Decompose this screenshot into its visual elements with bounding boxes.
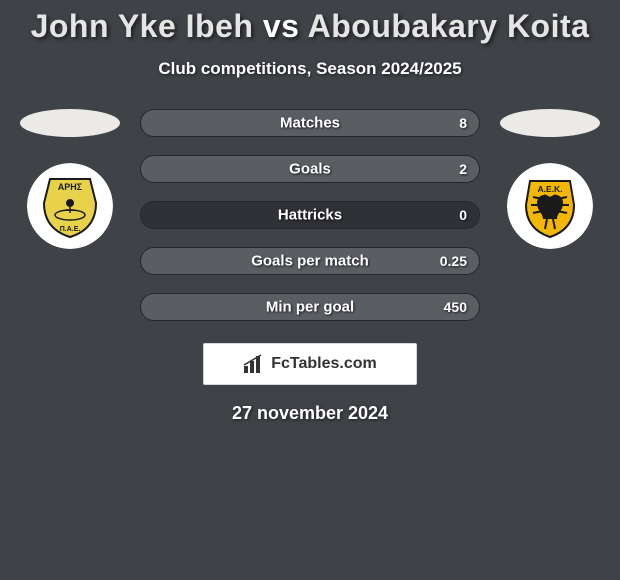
stat-val-right: 8 [459, 115, 467, 131]
stat-bar: Min per goal 450 [140, 293, 480, 321]
stat-label: Goals [289, 161, 331, 178]
brand-text: FcTables.com [271, 355, 377, 373]
title-player1: John Yke Ibeh [31, 8, 254, 44]
stat-val-right: 0.25 [440, 253, 467, 269]
svg-text:Π.Α.Ε.: Π.Α.Ε. [60, 226, 81, 233]
stat-label: Matches [280, 115, 340, 132]
stat-label: Hattricks [278, 207, 342, 224]
stat-val-right: 2 [459, 161, 467, 177]
aris-crest-icon: ΑΡΗΣ Π.Α.Ε. [27, 163, 113, 249]
stat-val-right: 450 [444, 299, 467, 315]
left-player-col: ΑΡΗΣ Π.Α.Ε. [20, 109, 120, 249]
title-vs: vs [263, 8, 300, 44]
stat-bar: Goals 2 [140, 155, 480, 183]
stats-column: Matches 8 Goals 2 Hattricks 0 Goals per match 0… [140, 109, 480, 321]
comparison-card: John Yke Ibeh vs Aboubakary Koita Club c… [0, 0, 620, 424]
page-title: John Yke Ibeh vs Aboubakary Koita [0, 8, 620, 45]
avatar-placeholder-right [500, 109, 600, 137]
right-player-col: Α.Ε.Κ. [500, 109, 600, 249]
main-row: ΑΡΗΣ Π.Α.Ε. Matches 8 Goals 2 Hattricks 0 Goal… [0, 109, 620, 321]
stat-label: Goals per match [251, 253, 369, 270]
stat-label: Min per goal [266, 299, 354, 316]
title-player2: Aboubakary Koita [308, 8, 590, 44]
avatar-placeholder-left [20, 109, 120, 137]
club-badge-right: Α.Ε.Κ. [507, 163, 593, 249]
stat-bar: Matches 8 [140, 109, 480, 137]
stat-val-right: 0 [459, 207, 467, 223]
aek-crest-icon: Α.Ε.Κ. [507, 163, 593, 249]
subtitle: Club competitions, Season 2024/2025 [0, 59, 620, 79]
bars-icon [243, 354, 265, 374]
stat-bar: Goals per match 0.25 [140, 247, 480, 275]
stat-bar: Hattricks 0 [140, 201, 480, 229]
date-line: 27 november 2024 [0, 403, 620, 424]
svg-text:ΑΡΗΣ: ΑΡΗΣ [58, 182, 83, 192]
svg-text:Α.Ε.Κ.: Α.Ε.Κ. [537, 184, 562, 194]
club-badge-left: ΑΡΗΣ Π.Α.Ε. [27, 163, 113, 249]
brand-box: FcTables.com [203, 343, 417, 385]
